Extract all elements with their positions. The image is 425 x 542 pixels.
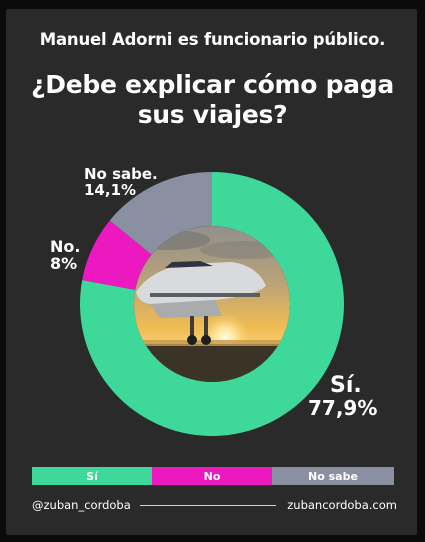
chart-legend: Sí No No sabe [32,467,394,485]
donut-slice-no-sabe [109,172,212,255]
donut-slice-no [82,220,152,290]
slice-label-no-value: 8% [50,254,78,274]
legend-item-si: Sí [32,467,152,485]
footer-website[interactable]: zubancordoba.com [287,498,397,512]
legend-item-no-sabe: No sabe [272,467,394,485]
footer-divider [140,505,276,506]
slice-label-no-sabe: No sabe. 14,1% [84,165,158,200]
footer-handle: @zuban_cordoba [32,498,131,512]
slice-label-no-name: No. [50,237,81,256]
chart-title-line-2: sus viajes? [137,100,288,129]
legend-item-no: No [152,467,272,485]
slice-label-si-name: Sí. [330,373,362,398]
slice-label-no-sabe-value: 14,1% [84,181,137,200]
slice-label-no: No. 8% [50,238,80,273]
donut-slice-si [80,172,345,436]
slice-label-si-value: 77,9% [308,395,378,420]
chart-title-line-1: ¿Debe explicar cómo paga [31,70,394,99]
chart-subtitle: Manuel Adorni es funcionario público. [39,30,386,49]
slice-label-no-sabe-name: No sabe. [84,165,158,183]
slice-label-si: Sí. 77,9% [308,374,377,419]
